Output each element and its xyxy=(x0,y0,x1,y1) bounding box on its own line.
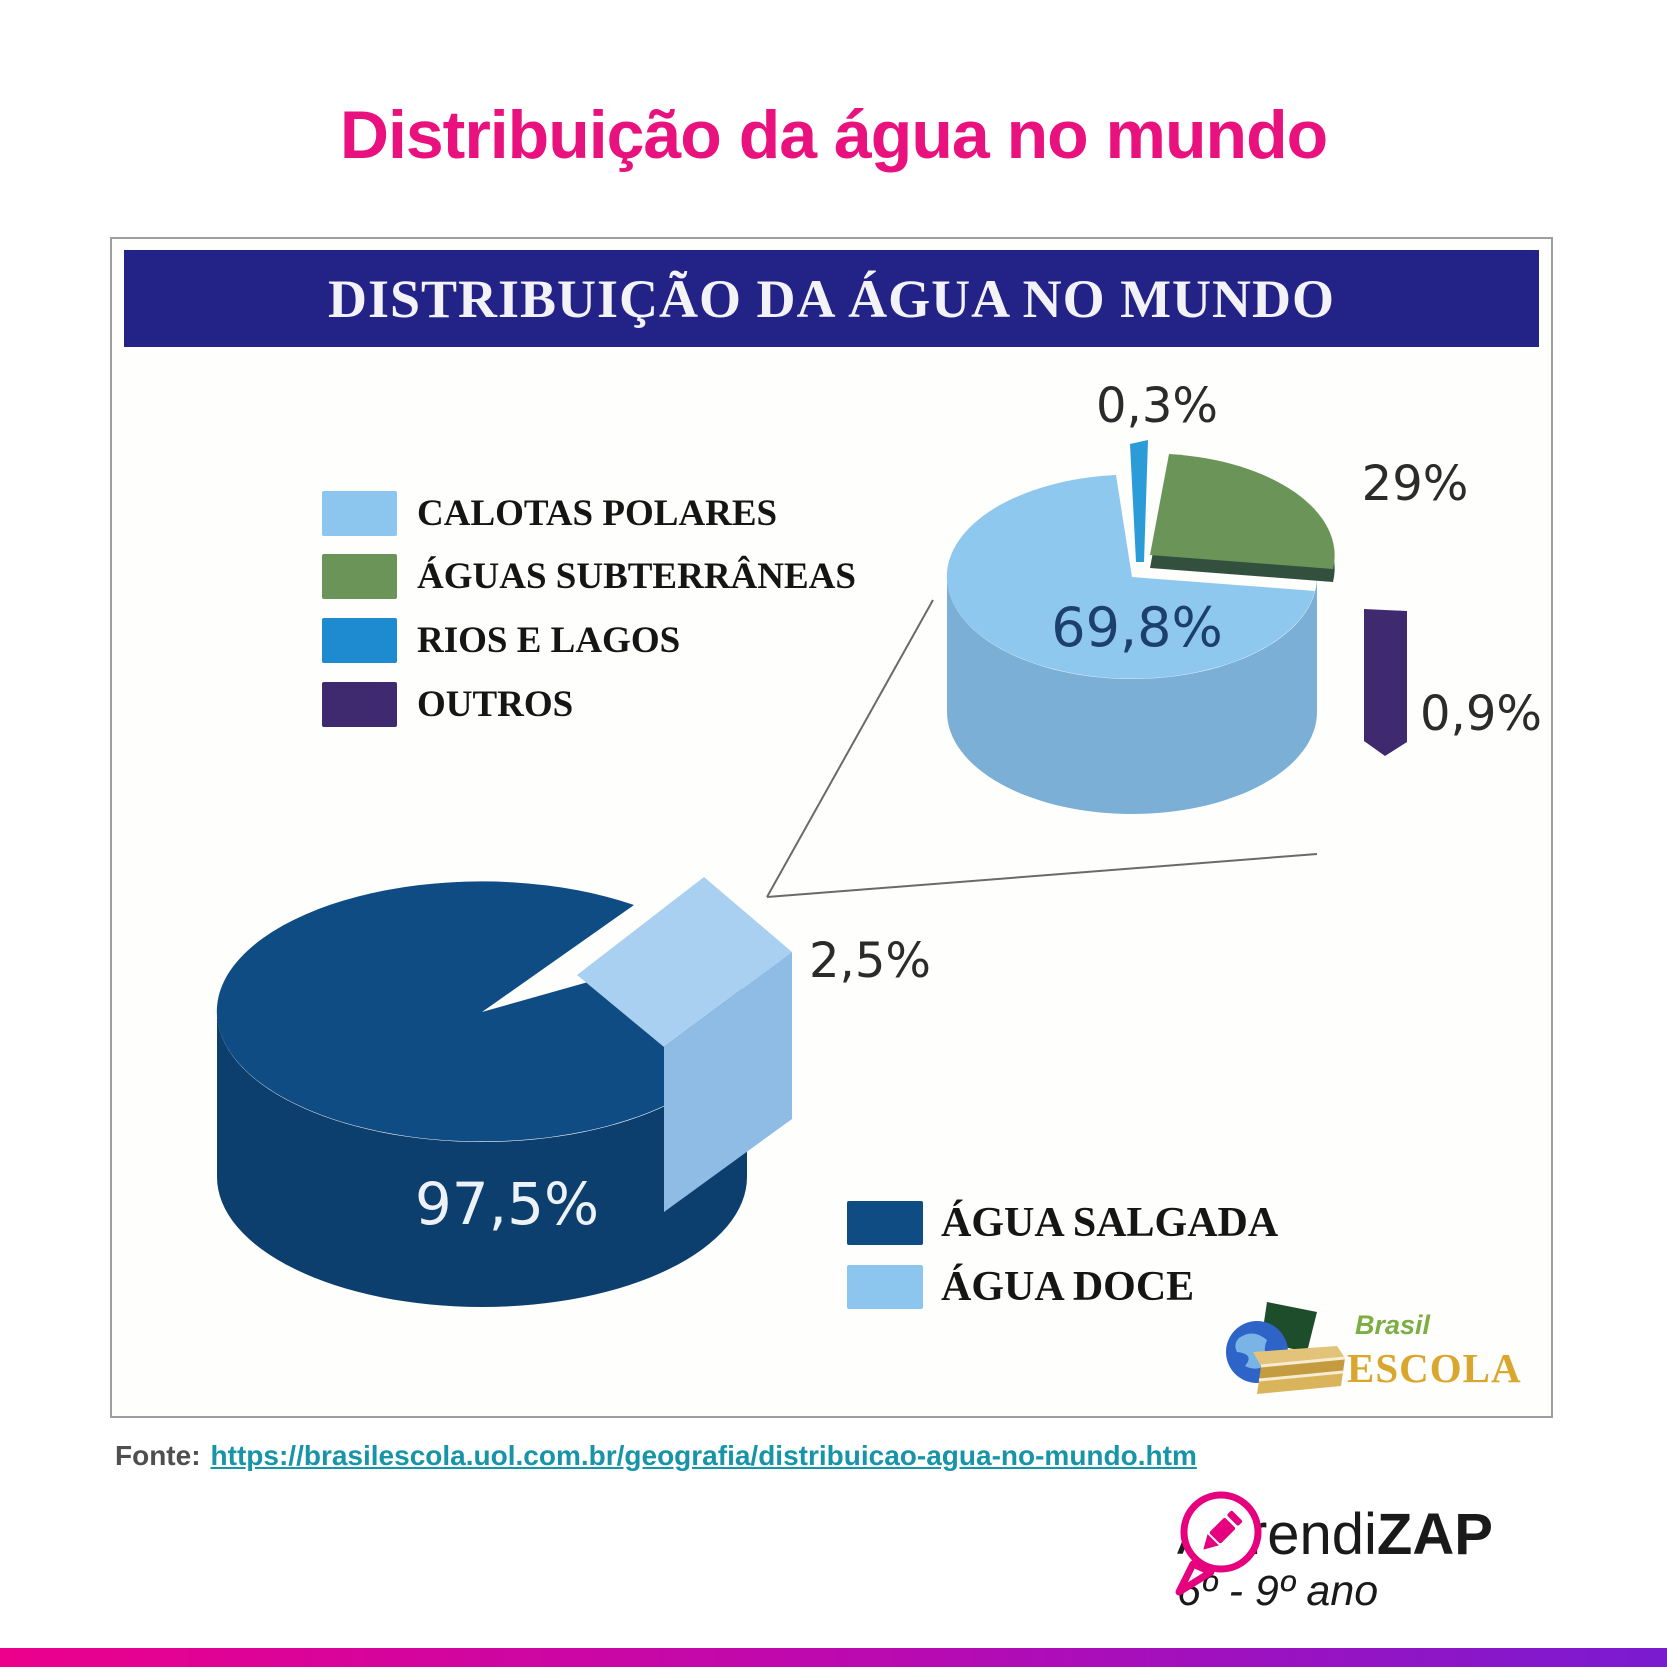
freshwater-pie-chart: 0,3% 29% 69,8% 0,9% xyxy=(946,378,1542,814)
water-distribution-figure: DISTRIBUIÇÃO DA ÁGUA NO MUNDO CALOTAS PO… xyxy=(110,237,1553,1418)
legend-item-aguas-subterraneas: ÁGUAS SUBTERRÂNEAS xyxy=(322,554,856,599)
legend-label: OUTROS xyxy=(417,684,574,725)
legend-item-agua-salgada: ÁGUA SALGADA xyxy=(847,1199,1278,1247)
calotas-polares-slice-side xyxy=(947,577,1317,814)
legend-label: ÁGUA SALGADA xyxy=(941,1200,1279,1246)
total-water-pie-chart: 97,5% 2,5% xyxy=(216,877,931,1307)
agua-salgada-slice-side xyxy=(217,1012,747,1307)
brasil-escola-brand-top: Brasil xyxy=(1355,1310,1431,1340)
legend-item-agua-doce: ÁGUA DOCE xyxy=(847,1263,1194,1311)
outros-slice xyxy=(1364,609,1407,756)
agua-doce-swatch xyxy=(847,1265,923,1309)
rios-e-lagos-swatch xyxy=(322,618,397,663)
brasil-escola-brand-bottom: ESCOLA xyxy=(1347,1345,1522,1391)
legend-label: ÁGUAS SUBTERRÂNEAS xyxy=(417,556,856,597)
pencil-icon xyxy=(1203,1510,1243,1550)
brand-bold: ZAP xyxy=(1376,1502,1493,1567)
outros-value-label: 0,9% xyxy=(1420,686,1542,742)
aprendizap-logo: AprendiZAP 6º - 9º ano xyxy=(1163,1472,1493,1613)
speech-bubble-pencil-icon xyxy=(1175,1491,1262,1596)
legend-item-rios-e-lagos: RIOS E LAGOS xyxy=(322,618,680,663)
pie-connector-lines xyxy=(766,599,1318,898)
agua-doce-slice xyxy=(577,877,792,1047)
bottom-accent-bar xyxy=(0,1648,1667,1667)
agua-salgada-value-label: 97,5% xyxy=(415,1170,599,1238)
outros-swatch xyxy=(322,682,397,727)
legend-label: RIOS E LAGOS xyxy=(417,620,681,661)
aguas-subterraneas-value-label: 29% xyxy=(1362,456,1469,512)
agua-doce-value-label: 2,5% xyxy=(809,933,931,989)
calotas-polares-slice xyxy=(946,475,1315,679)
source-line: Fonte: https://brasilescola.uol.com.br/ge… xyxy=(115,1440,1197,1472)
aguas-subterraneas-swatch xyxy=(322,554,397,599)
legend-label: CALOTAS POLARES xyxy=(417,493,778,534)
calotas-polares-swatch xyxy=(322,491,397,536)
legend-item-outros: OUTROS xyxy=(322,682,573,727)
source-link[interactable]: https://brasilescola.uol.com.br/geografi… xyxy=(210,1440,1197,1471)
agua-salgada-slice xyxy=(216,881,747,1142)
calotas-polares-value-label: 69,8% xyxy=(1051,596,1223,659)
grade-range: 6º - 9º ano xyxy=(1177,1567,1379,1615)
agua-salgada-swatch xyxy=(847,1201,923,1245)
legend-item-calotas-polares: CALOTAS POLARES xyxy=(322,491,777,536)
source-prefix: Fonte: xyxy=(115,1440,201,1471)
books-stack-icon xyxy=(1253,1346,1346,1394)
figure-header: DISTRIBUIÇÃO DA ÁGUA NO MUNDO xyxy=(124,250,1539,347)
legend-label: ÁGUA DOCE xyxy=(941,1264,1195,1310)
aguas-subterraneas-slice xyxy=(1150,454,1335,569)
page-title: Distribuição da água no mundo xyxy=(339,97,1328,173)
rios-e-lagos-value-label: 0,3% xyxy=(1096,378,1218,434)
rios-e-lagos-slice xyxy=(1130,440,1148,562)
brasil-escola-logo: Brasil ESCOLA xyxy=(1226,1302,1521,1394)
agua-doce-slice-side xyxy=(664,952,792,1212)
